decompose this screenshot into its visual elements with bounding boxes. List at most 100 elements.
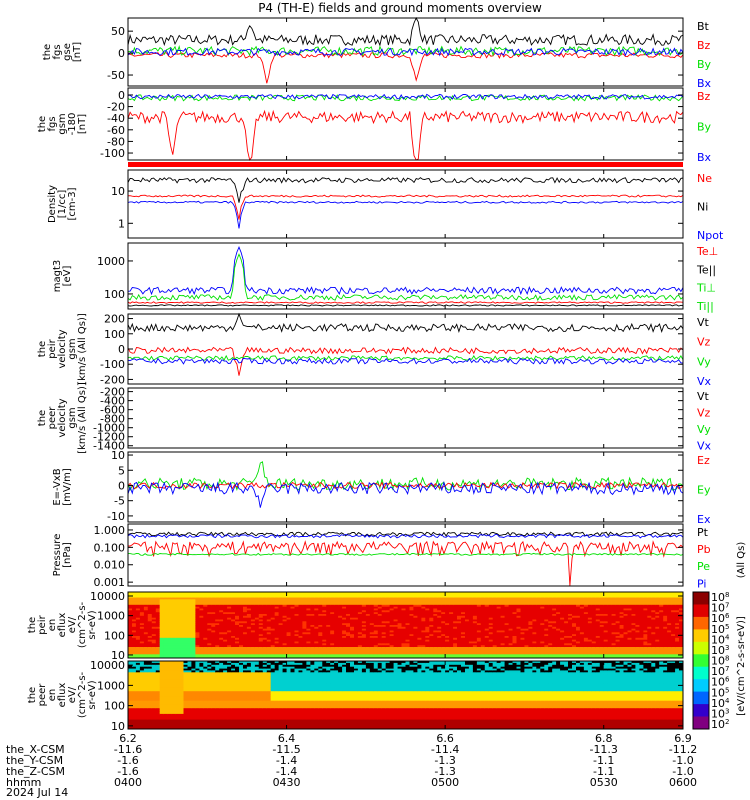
spectrogram-cell — [500, 650, 506, 653]
spectrogram-cell — [425, 619, 430, 622]
spectrogram-cell — [472, 626, 478, 630]
spectrogram-cell — [504, 617, 510, 620]
spectrogram-cell — [171, 608, 177, 611]
spectrogram-cell — [243, 615, 248, 619]
spectrogram-cell — [286, 650, 292, 653]
spectrogram-cell — [175, 632, 181, 635]
spectrogram-cell — [135, 639, 141, 642]
spectrogram-cell — [611, 645, 617, 648]
spectrogram-cell — [314, 612, 319, 615]
spectrogram-cell — [239, 597, 244, 600]
spectrogram-cell — [282, 604, 288, 608]
spectrogram-cell — [381, 604, 387, 608]
spectrogram-cell — [401, 626, 406, 630]
spectrogram-cell — [231, 601, 236, 604]
spectrogram-cell — [449, 636, 454, 639]
spectrogram-cell — [314, 597, 319, 600]
spectrogram-cell — [294, 639, 299, 642]
spectrogram-cell — [429, 637, 434, 641]
spectrogram-cell — [239, 595, 244, 598]
spectrogram-cell — [155, 615, 161, 619]
spectrogram-cell — [310, 612, 315, 615]
spectrogram-cell — [476, 592, 482, 595]
spectrogram-cell — [207, 603, 212, 606]
spectrogram-cell — [195, 645, 200, 648]
spectrogram-cell — [132, 603, 137, 606]
spectrogram-cell — [377, 641, 383, 644]
spectrogram-cell — [199, 623, 204, 626]
spectrogram-cell — [568, 637, 573, 641]
spectrogram-cell — [235, 608, 240, 611]
spectrogram-cell — [453, 630, 458, 633]
spectrogram-cell — [421, 601, 426, 604]
spectrogram-cell — [496, 632, 502, 635]
spectrogram-cell — [282, 630, 288, 633]
spectrogram-cell — [290, 639, 295, 642]
spectrogram-cell — [330, 612, 335, 615]
spectrogram-cell — [151, 652, 157, 655]
spectrogram-cell — [163, 617, 169, 620]
spectrogram-cell — [465, 634, 470, 637]
spectrogram-cell — [219, 652, 224, 655]
spectrogram-cell — [258, 632, 264, 635]
spectrogram-cell — [587, 626, 593, 630]
spectrogram-cell — [417, 619, 422, 622]
spectrogram-cell — [583, 632, 589, 635]
spectrogram-cell — [330, 619, 335, 622]
spectrogram-cell — [568, 606, 573, 609]
spectrogram-cell — [639, 634, 644, 637]
spectrogram-cell — [453, 643, 458, 646]
spectrogram-cell — [401, 634, 406, 637]
spectrogram-cell — [619, 604, 625, 608]
spectrogram-cell — [488, 597, 494, 600]
spectrogram-cell — [147, 652, 153, 655]
spectrogram-cell — [587, 637, 593, 641]
spectrogram-cell — [346, 615, 351, 619]
spectrogram-cell — [453, 626, 458, 630]
spectrogram-cell — [639, 656, 644, 659]
spectrogram-cell — [302, 636, 307, 639]
spectrogram-cell — [421, 612, 426, 615]
spectrogram-cell — [199, 614, 204, 617]
spectrogram-cell — [564, 636, 569, 639]
spectrogram-cell — [207, 612, 212, 615]
spectrogram-cell — [223, 614, 228, 617]
spectrogram-cell — [528, 656, 533, 659]
spectrogram-cell — [480, 632, 486, 635]
spectrogram-cell — [405, 625, 410, 628]
spectrogram-cell — [294, 619, 299, 622]
spectrogram-cell — [147, 645, 153, 648]
spectrogram-cell — [532, 599, 537, 602]
spectrogram-cell — [413, 606, 418, 609]
spectrogram-cell — [579, 608, 585, 611]
spectrogram-cell — [377, 592, 383, 595]
spectrogram-cell — [381, 636, 387, 639]
spectrogram-cell — [243, 634, 248, 637]
spectrogram-cell — [528, 619, 533, 622]
spectrogram-cell — [500, 630, 506, 633]
spectrogram-cell — [155, 645, 161, 648]
spectrogram-cell — [369, 634, 375, 637]
spectrogram-cell — [433, 628, 438, 631]
spectrogram-cell — [342, 610, 347, 613]
spectrogram-cell — [270, 615, 276, 619]
spectrogram-cell — [167, 619, 173, 622]
spectrogram-cell — [421, 619, 426, 622]
spectrogram-cell — [504, 603, 510, 606]
spectrogram-cell — [278, 645, 284, 648]
spectrogram-cell — [211, 647, 216, 650]
spectrogram-cell — [286, 623, 292, 626]
spectrogram-cell — [619, 593, 625, 597]
spectrogram-cell — [643, 623, 648, 626]
spectrogram-cell — [433, 647, 438, 650]
spectrogram-cell — [453, 650, 458, 653]
spectrogram-cell — [334, 654, 339, 657]
spectrogram-cell — [568, 603, 573, 606]
spectrogram-cell — [215, 634, 220, 637]
spectrogram-cell — [643, 597, 648, 600]
spectrogram-cell — [179, 654, 184, 657]
spectrogram-cell — [207, 608, 212, 611]
spectrogram-cell — [294, 625, 299, 628]
spectrogram-cell — [306, 636, 311, 639]
spectrogram-cell — [357, 637, 363, 641]
